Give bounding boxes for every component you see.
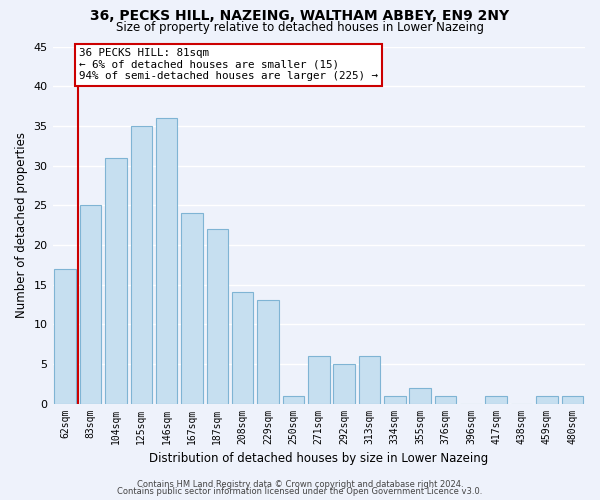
Text: 36, PECKS HILL, NAZEING, WALTHAM ABBEY, EN9 2NY: 36, PECKS HILL, NAZEING, WALTHAM ABBEY, …: [91, 9, 509, 23]
Bar: [257, 300, 279, 404]
Bar: [283, 396, 304, 404]
Bar: [485, 396, 507, 404]
Text: Size of property relative to detached houses in Lower Nazeing: Size of property relative to detached ho…: [116, 21, 484, 34]
Bar: [105, 158, 127, 404]
Bar: [308, 356, 329, 404]
Bar: [80, 205, 101, 404]
Bar: [156, 118, 178, 404]
Bar: [232, 292, 253, 404]
Bar: [181, 213, 203, 404]
Bar: [131, 126, 152, 404]
Bar: [384, 396, 406, 404]
Bar: [334, 364, 355, 404]
Bar: [435, 396, 457, 404]
Text: 36 PECKS HILL: 81sqm
← 6% of detached houses are smaller (15)
94% of semi-detach: 36 PECKS HILL: 81sqm ← 6% of detached ho…: [79, 48, 378, 82]
Text: Contains HM Land Registry data © Crown copyright and database right 2024.: Contains HM Land Registry data © Crown c…: [137, 480, 463, 489]
Bar: [536, 396, 558, 404]
X-axis label: Distribution of detached houses by size in Lower Nazeing: Distribution of detached houses by size …: [149, 452, 488, 465]
Bar: [206, 229, 228, 404]
Text: Contains public sector information licensed under the Open Government Licence v3: Contains public sector information licen…: [118, 487, 482, 496]
Bar: [409, 388, 431, 404]
Y-axis label: Number of detached properties: Number of detached properties: [15, 132, 28, 318]
Bar: [562, 396, 583, 404]
Bar: [359, 356, 380, 404]
Bar: [55, 268, 76, 404]
